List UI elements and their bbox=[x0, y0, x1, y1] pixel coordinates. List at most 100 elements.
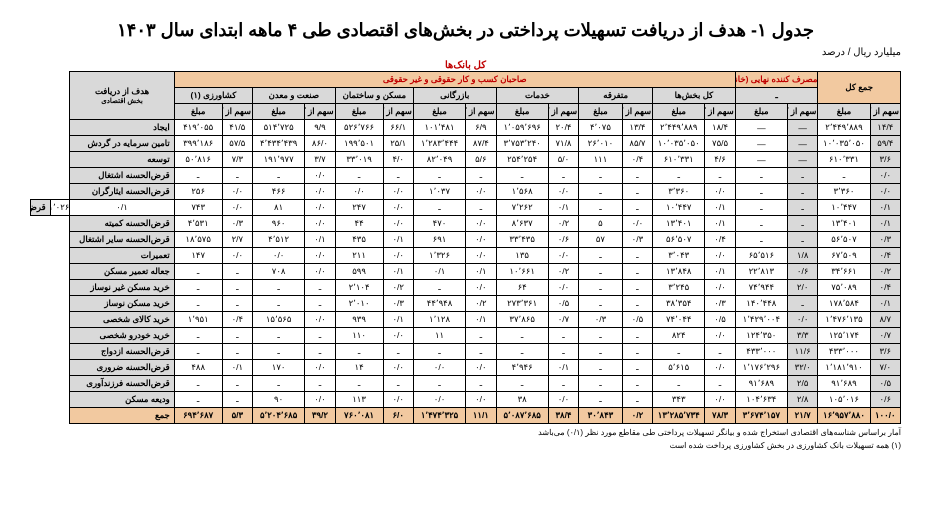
cell: ـ bbox=[413, 344, 465, 360]
cell: ۱۳٬۴۰۱ bbox=[653, 216, 705, 232]
row-label: قرض‌الحسنه اشتغال bbox=[70, 168, 174, 184]
cell: ۴٬۵۱۲ bbox=[253, 232, 305, 248]
row-label: قرض‌الحسنه ایثارگران bbox=[70, 184, 174, 200]
cell: ۱٬۰۳۷ bbox=[413, 184, 465, 200]
cell: ـ bbox=[413, 168, 465, 184]
sum-label: جمع bbox=[70, 408, 174, 424]
cell: ـ bbox=[383, 376, 413, 392]
cell: ـ bbox=[622, 248, 652, 264]
cell: ۰/۱ bbox=[870, 216, 900, 232]
cell: ـ bbox=[253, 280, 305, 296]
cell: ۰/۰ bbox=[622, 216, 652, 232]
cell: ۱۰٬۰۳۵٬۰۵۰ bbox=[818, 136, 870, 152]
h-share: سهم از کل bbox=[383, 104, 413, 120]
cell: ۰/۰ bbox=[305, 216, 335, 232]
cell: ـ bbox=[579, 184, 623, 200]
cell: ۸/۷ bbox=[870, 312, 900, 328]
cell: ۰/۰ bbox=[870, 184, 900, 200]
cell: ـ bbox=[735, 184, 787, 200]
row-label: ودیعه مسکن bbox=[70, 392, 174, 408]
cell: ۲۰/۴ bbox=[548, 120, 578, 136]
cell: ۸٬۶۳۷ bbox=[496, 216, 548, 232]
cell: ۲۲٬۸۱۳ bbox=[735, 264, 787, 280]
cell: ـ bbox=[222, 296, 252, 312]
cell: ۰/۵ bbox=[622, 312, 652, 328]
cell: ۰/۱ bbox=[383, 232, 413, 248]
cell: ـ bbox=[735, 232, 787, 248]
cell: ۷۴٬۰۴۴ bbox=[653, 312, 705, 328]
cell: ۱۱ bbox=[413, 328, 465, 344]
cell: ۱۲۵٬۱۷۴ bbox=[818, 328, 870, 344]
cell: ۱۳٬۴۰۱ bbox=[818, 216, 870, 232]
cell: ۱٬۵۶۸ bbox=[496, 184, 548, 200]
cell: ۴۳۳٬۰۰۰ bbox=[735, 344, 787, 360]
cell: ۰/۱ bbox=[705, 200, 735, 216]
cell: ۰/۶ bbox=[870, 392, 900, 408]
cell: ـ bbox=[222, 392, 252, 408]
cell: ۰/۷ bbox=[548, 312, 578, 328]
cell: ۳٬۰۴۳ bbox=[653, 248, 705, 264]
cell: ۹۳۹ bbox=[335, 312, 383, 328]
hdr-business: صاحبان کسب و کار حقوقی و غیر حقوقی bbox=[174, 72, 735, 88]
cell: ۲/۰ bbox=[787, 280, 817, 296]
cell: ۰/۷ bbox=[870, 328, 900, 344]
cell: ـ bbox=[222, 376, 252, 392]
cell: ۴۴ bbox=[335, 216, 383, 232]
cell: ۳٬۷۵۳٬۲۴۰ bbox=[496, 136, 548, 152]
cell: ۲۷۳٬۳۶۱ bbox=[496, 296, 548, 312]
cell: ۱۰٬۶۶۱ bbox=[496, 264, 548, 280]
row-label: قرض‌الحسنه کمیته bbox=[70, 216, 174, 232]
cell: — bbox=[787, 152, 817, 168]
cell: ۰/۲ bbox=[383, 280, 413, 296]
row-label: جعاله تعمیر مسکن bbox=[70, 264, 174, 280]
cell: ۴۱/۵ bbox=[222, 120, 252, 136]
cell: ۰/۰ bbox=[705, 248, 735, 264]
cell: ۰/۱ bbox=[705, 264, 735, 280]
sub-trade: بازرگانی bbox=[413, 88, 496, 104]
sum-cell: ۱۶٬۹۵۷٬۸۸۰ bbox=[818, 408, 870, 424]
cell: ـ bbox=[466, 168, 496, 184]
cell: ۴٬۰۷۵ bbox=[579, 120, 623, 136]
cell: ۰/۰ bbox=[705, 184, 735, 200]
cell: ۰/۳ bbox=[579, 312, 623, 328]
cell: ـ bbox=[735, 216, 787, 232]
cell: ۸۱ bbox=[253, 200, 305, 216]
cell: ـ bbox=[787, 184, 817, 200]
cell: ۴۶۶ bbox=[253, 184, 305, 200]
cell: ۷۱/۸ bbox=[548, 136, 578, 152]
cell: ۱۰۵٬۰۱۶ bbox=[818, 392, 870, 408]
row-label: تامین سرمایه در گردش bbox=[70, 136, 174, 152]
cell: ۱٬۱۸۱٬۹۱۰ bbox=[818, 360, 870, 376]
cell: ۲۴۷ bbox=[335, 200, 383, 216]
cell: ـ bbox=[548, 168, 578, 184]
cell: ۱٬۳۲۶ bbox=[413, 248, 465, 264]
cell: ـ bbox=[579, 344, 623, 360]
row-label: قرض‌الحسنه بهزیستی bbox=[31, 200, 51, 216]
cell: ـ bbox=[496, 344, 548, 360]
cell: ـ bbox=[496, 168, 548, 184]
cell: ۷۵٬۰۸۹ bbox=[818, 280, 870, 296]
cell: ۳۳٬۴۳۵ bbox=[496, 232, 548, 248]
cell: ۰/۰ bbox=[548, 280, 578, 296]
cell: ـ bbox=[653, 168, 705, 184]
cell: ۱٬۱۷۶٬۲۹۶ bbox=[735, 360, 787, 376]
sum-cell: ۳۰٬۸۴۳ bbox=[579, 408, 623, 424]
cell: ـ bbox=[466, 328, 496, 344]
cell: ۰/۰ bbox=[335, 184, 383, 200]
cell: ـ bbox=[579, 376, 623, 392]
cell: ۱۳/۴ bbox=[622, 120, 652, 136]
cell: ۶۶/۱ bbox=[383, 120, 413, 136]
cell: ـ bbox=[787, 296, 817, 312]
cell: ۰/۰ bbox=[305, 392, 335, 408]
cell: ۱۸٬۵۷۵ bbox=[174, 232, 222, 248]
h-amt: مبلغ bbox=[413, 104, 465, 120]
cell: ـ bbox=[305, 328, 335, 344]
cell: ۶۱۰٬۳۳۱ bbox=[653, 152, 705, 168]
cell: ۰/۰ bbox=[383, 328, 413, 344]
cell: ۸۷/۴ bbox=[466, 136, 496, 152]
cell: ۱۱۳ bbox=[335, 392, 383, 408]
cell: ۱۴ bbox=[335, 360, 383, 376]
cell: ۷۰۸ bbox=[253, 264, 305, 280]
cell: ۴۳۳٬۰۰۰ bbox=[818, 344, 870, 360]
cell: ۳۸٬۳۵۴ bbox=[653, 296, 705, 312]
